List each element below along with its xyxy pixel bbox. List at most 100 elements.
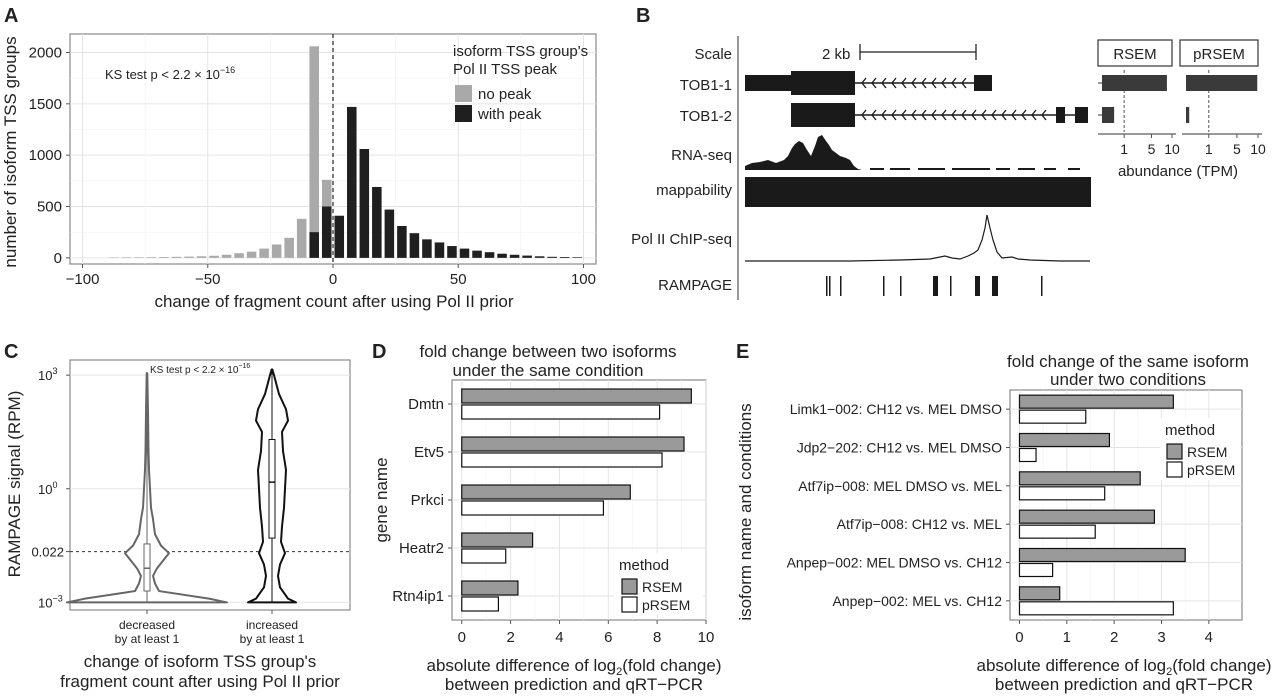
bar-prsem-0 — [461, 404, 661, 420]
track-label: RAMPAGE — [658, 277, 732, 294]
bar-rsem-1 — [1018, 432, 1111, 448]
track-label: TOB1-2 — [680, 108, 732, 125]
strand-chevron — [1031, 109, 1037, 121]
y-tick-label: Etv5 — [414, 444, 444, 461]
bar-with-peak-14 — [484, 252, 495, 258]
abundance-bar-rsem-tob1-2 — [1102, 107, 1115, 123]
x-tick-label: 50 — [450, 271, 467, 288]
bar-panel-e: fold change of the same isoform under two… — [736, 352, 1272, 694]
x-tick-label: −50 — [195, 271, 220, 288]
x-tick-label: 10 — [1250, 141, 1266, 157]
y-tick-label: 500 — [37, 199, 62, 216]
bar-rsem-4 — [461, 580, 519, 596]
bar-prsem-0 — [1018, 409, 1087, 424]
bar-with-peak-15 — [497, 253, 507, 258]
x-tick-label: 4 — [555, 629, 563, 646]
legend-label-rsem-d: RSEM — [642, 579, 682, 595]
bar-no-peak-12 — [259, 248, 269, 258]
strand-chevron — [991, 109, 997, 121]
strand-chevron — [891, 77, 897, 89]
abundance-bar-prsem-tob1-1 — [1186, 75, 1258, 91]
y-tick-label: Limk1−002: CH12 vs. MEL DMSO — [790, 401, 1002, 417]
bar-prsem-1 — [1018, 447, 1037, 463]
bar-no-peak-5 — [171, 256, 182, 258]
x-tick-label: 1 — [1205, 141, 1213, 157]
legend-title-d: method — [619, 557, 669, 574]
bar-with-peak-3 — [347, 106, 357, 258]
bars-e: 0 1 2 3 4 Limk1−002: CH12 vs. MEL DMSO Jdp2−20… — [787, 390, 1242, 646]
track-label: Pol II ChIP-seq — [631, 231, 732, 248]
bar-with-peak-10 — [434, 242, 445, 258]
ks-test-annotation-a: KS test p < 2.2 × 10−16 — [105, 65, 235, 82]
strand-chevron — [891, 109, 897, 121]
strand-chevron — [941, 109, 947, 121]
strand-chevron — [931, 109, 937, 121]
bars-d: 0 2 4 6 8 10 Dmtn Etv5 Prkci Heatr2 Rtn4ip1 — [392, 380, 714, 646]
strand-arrows-tob1-1 — [861, 77, 967, 89]
x-tick-label: 100 — [571, 271, 596, 288]
mappability-track — [745, 177, 1091, 207]
facet-strip-rsem — [1097, 39, 1173, 67]
facet-label-rsem: RSEM — [1113, 46, 1156, 63]
rampage-peak — [1041, 276, 1043, 296]
strand-chevron — [1011, 109, 1017, 121]
legend-swatch-no-peak — [455, 85, 472, 102]
strand-chevron — [931, 77, 937, 89]
box-iqr — [268, 439, 276, 539]
bar-no-peak-2 — [134, 257, 144, 258]
bar-no-peak-6 — [184, 256, 194, 258]
legend-swatch-prsem-d — [621, 596, 638, 613]
strand-chevron — [911, 77, 917, 89]
bar-no-peak-16 — [309, 46, 319, 258]
ks-test-annotation-c: KS test p < 2.2 × 10−16 — [150, 363, 250, 376]
transcript-tob1-1 — [745, 71, 992, 95]
y-tick-label-0022: 0.022 — [31, 545, 64, 560]
bar-with-peak-19 — [547, 256, 557, 258]
strand-chevron — [1021, 109, 1027, 121]
bar-rsem-0 — [461, 388, 692, 404]
y-axis-title-a: number of isoform TSS groups — [1, 36, 20, 267]
bar-rsem-4 — [1018, 547, 1186, 563]
bar-with-peak-2 — [334, 215, 345, 258]
bar-no-peak-3 — [146, 257, 157, 258]
strand-chevron — [941, 77, 947, 89]
plot-frame-c — [69, 359, 351, 611]
rampage-peak — [826, 276, 828, 296]
legend-label-prsem-e: pRSEM — [1187, 462, 1235, 478]
x-tick-label: 5 — [1148, 141, 1156, 157]
x-axis-title-c: change of isoform TSS group's fragment co… — [60, 652, 340, 691]
bar-no-peak-8 — [209, 255, 219, 258]
y-axis-title-e: isoform name and conditions — [736, 403, 755, 620]
bar-prsem-4 — [1018, 562, 1054, 578]
rampage-peak — [933, 276, 938, 296]
legend-label-no-peak: no peak — [478, 86, 532, 103]
panel-letter-d: D — [372, 341, 386, 363]
bar-rsem-2 — [461, 484, 631, 500]
bar-with-peak-11 — [447, 246, 457, 258]
strand-chevron — [861, 109, 867, 121]
strand-chevron — [961, 77, 967, 89]
strand-chevron — [871, 77, 877, 89]
rampage-peak — [900, 276, 902, 296]
track-label: mappability — [656, 182, 732, 199]
bar-with-peak-0 — [309, 232, 319, 258]
x-tick-label: 8 — [653, 629, 661, 646]
strand-chevron — [971, 109, 977, 121]
bar-rsem-3 — [461, 532, 534, 548]
legend-title-line2: Pol II TSS peak — [453, 61, 557, 78]
panel-letter-c: C — [4, 341, 18, 363]
rampage-peak — [992, 276, 998, 296]
strand-chevron — [881, 77, 887, 89]
x-axis-title-a: change of fragment count after using Pol… — [154, 292, 513, 311]
x-tick-label: 10 — [1164, 141, 1180, 157]
rampage-peak — [975, 276, 980, 296]
bar-with-peak-12 — [459, 248, 470, 258]
y-tick-label: Prkci — [411, 492, 444, 509]
strand-chevron — [951, 109, 957, 121]
y-tick-label: 1000 — [29, 147, 62, 164]
bar-no-peak-15 — [296, 218, 307, 258]
strand-chevron — [921, 77, 927, 89]
strand-chevron — [911, 109, 917, 121]
